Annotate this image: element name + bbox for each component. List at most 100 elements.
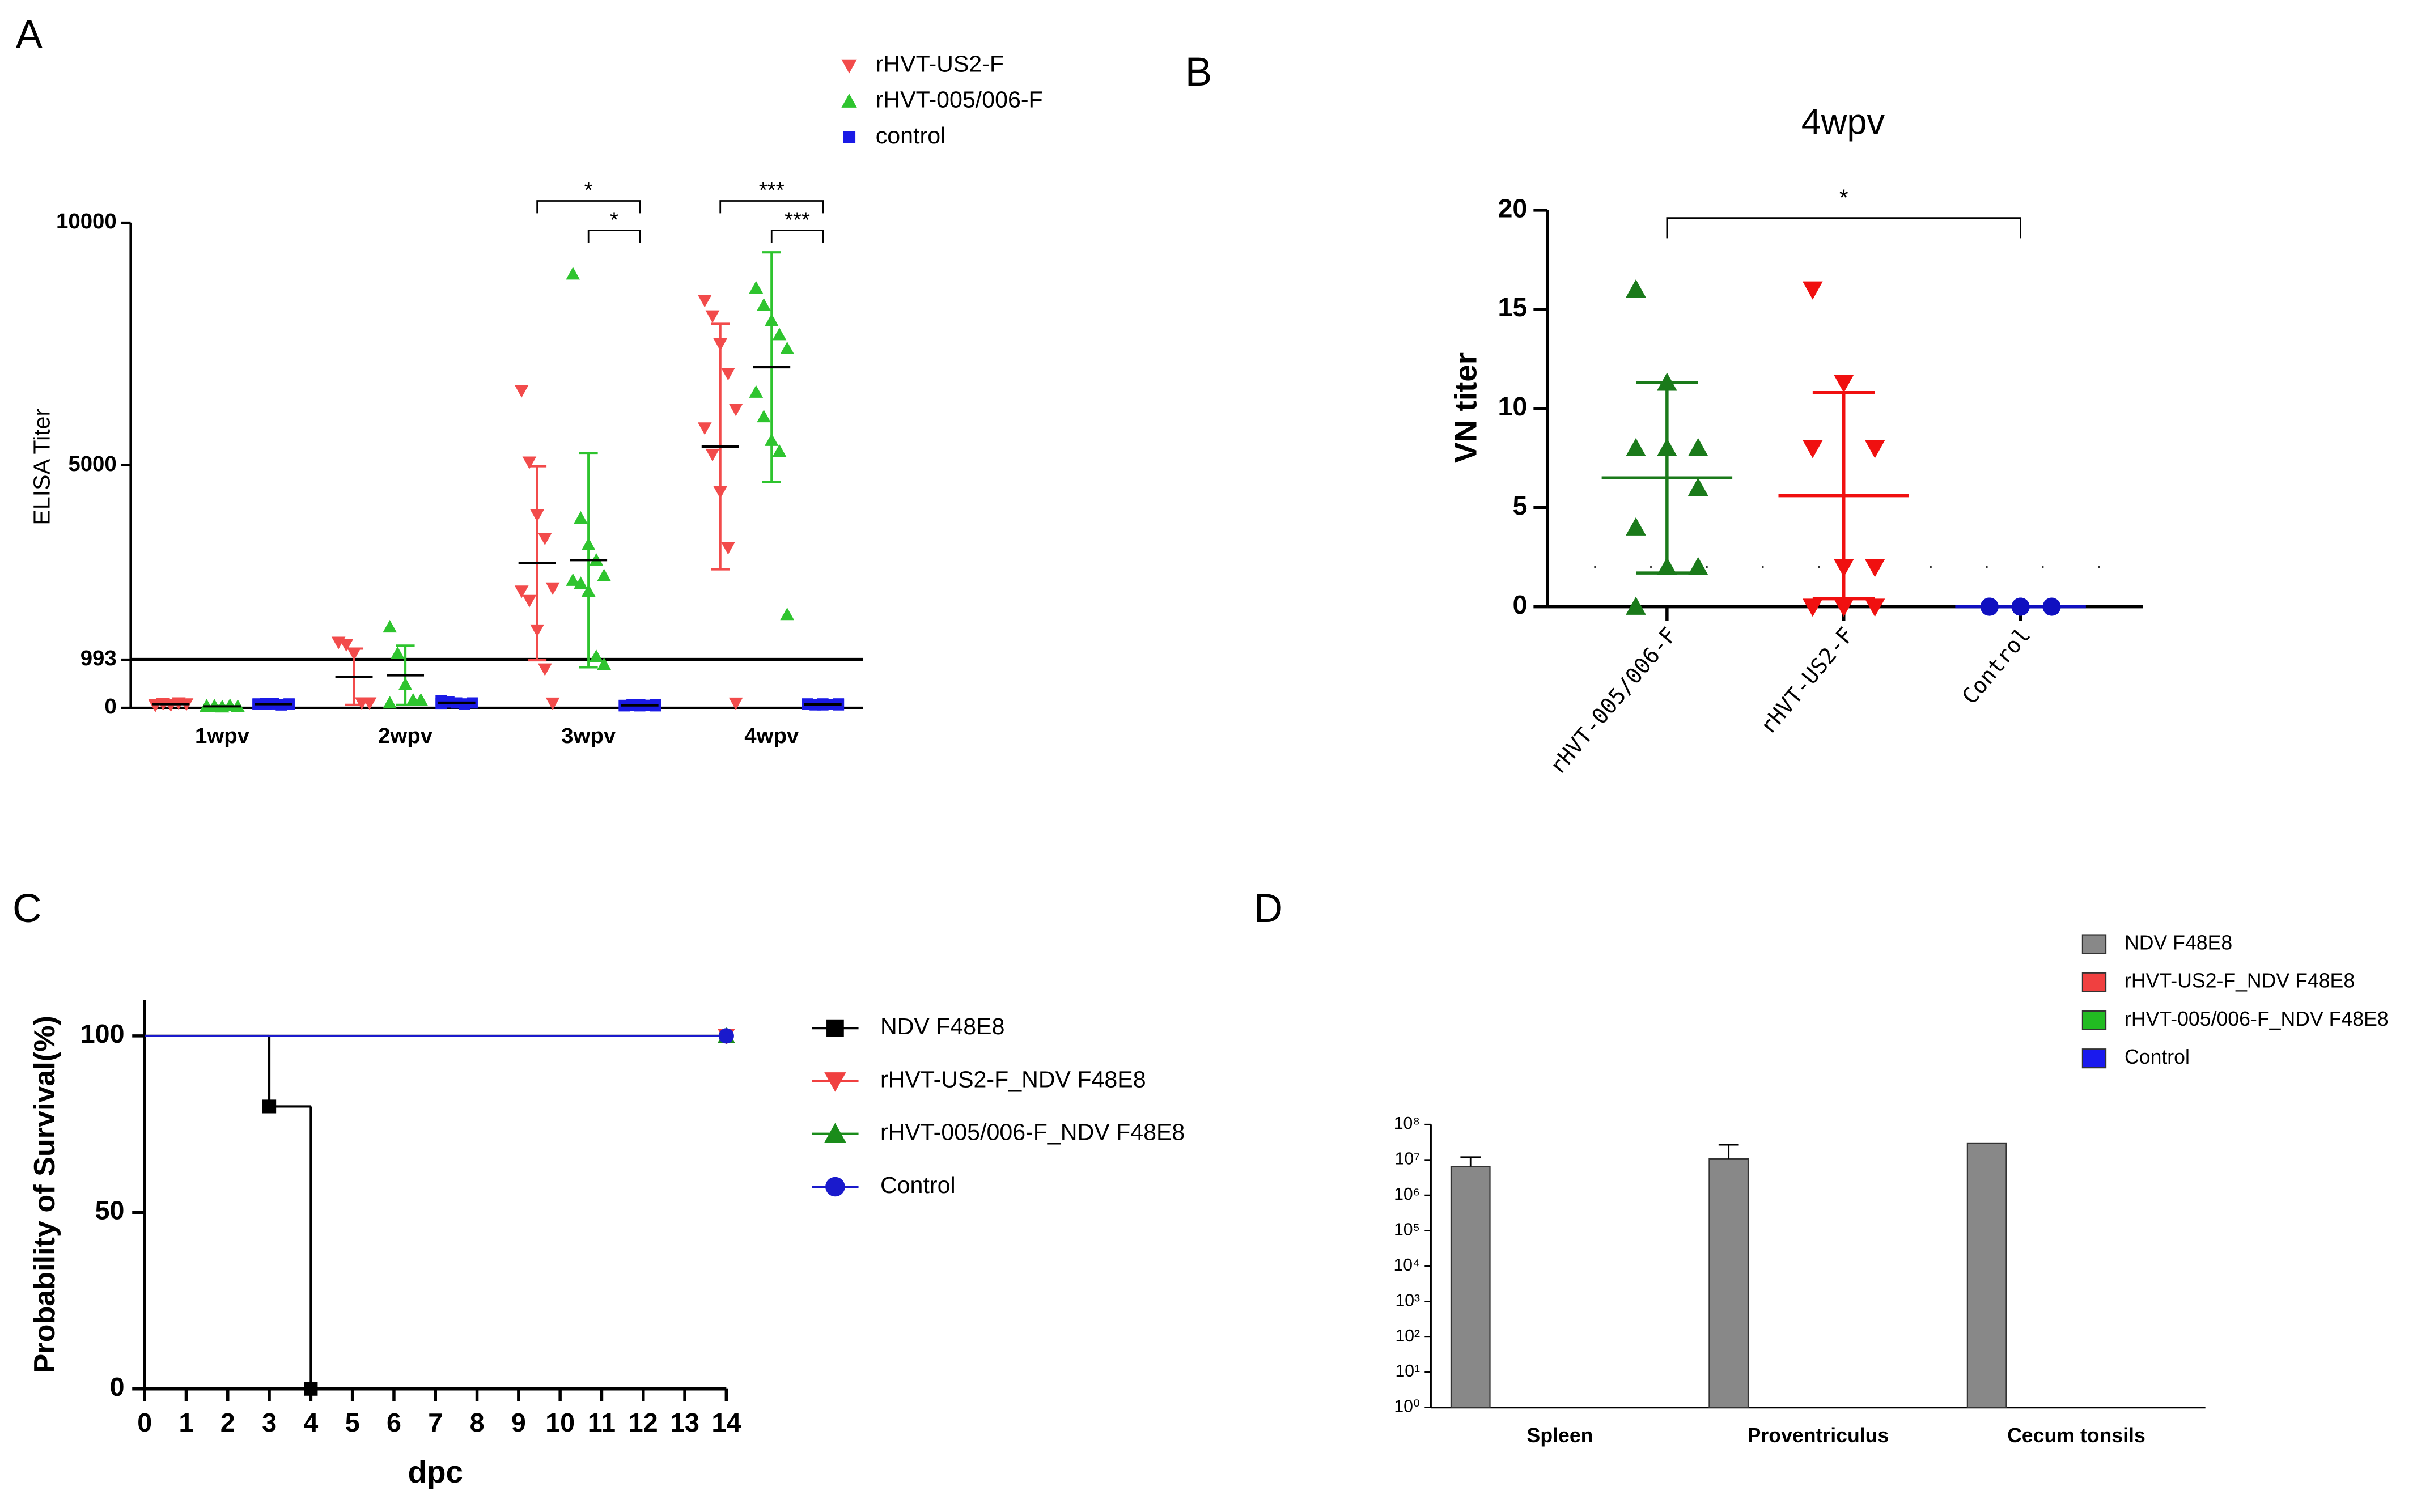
y-tick-label: 993 — [80, 646, 117, 670]
x-tick-label: Control — [1957, 623, 2036, 710]
legend-label: rHVT-US2-F_NDV F48E8 — [880, 1066, 1146, 1092]
significance-label: *** — [785, 207, 810, 232]
legend-marker — [824, 1072, 846, 1092]
y-tick-label: 10⁷ — [1395, 1150, 1420, 1169]
marker — [780, 607, 795, 621]
legend-label: Control — [2125, 1046, 2190, 1068]
marker — [514, 585, 529, 598]
marker — [1626, 596, 1646, 615]
y-tick-label: 50 — [95, 1196, 125, 1225]
legend-label: rHVT-005/006-F — [876, 87, 1043, 113]
marker — [705, 310, 720, 323]
significance-bracket — [719, 200, 824, 214]
marker — [574, 511, 588, 524]
y-tick-label: 10⁸ — [1394, 1114, 1420, 1133]
x-tick-label: 2 — [220, 1408, 235, 1437]
marker — [1864, 559, 1885, 577]
marker — [522, 456, 537, 469]
significance-label: * — [584, 178, 593, 202]
marker — [304, 1382, 318, 1396]
marker — [538, 532, 552, 546]
panel-label: A — [15, 12, 43, 57]
marker — [1803, 281, 1823, 300]
y-tick-label: 20 — [1498, 193, 1528, 223]
marker — [1687, 557, 1708, 575]
marker — [597, 568, 611, 581]
y-tick-label: 10 — [1498, 392, 1528, 421]
legend-swatch — [2081, 1048, 2107, 1069]
marker — [522, 594, 537, 608]
marker — [772, 444, 787, 457]
marker — [1687, 438, 1708, 457]
marker — [1803, 598, 1823, 617]
marker — [414, 693, 428, 706]
marker — [1626, 438, 1646, 457]
significance-bracket — [587, 230, 641, 243]
x-tick-label: Spleen — [1527, 1424, 1593, 1447]
y-axis-label: ELISA Titer — [29, 408, 55, 525]
marker — [1803, 440, 1823, 458]
marker — [1864, 598, 1885, 617]
marker — [574, 576, 588, 589]
chart-title: 4wpv — [1801, 103, 1885, 142]
marker — [566, 267, 580, 280]
x-tick-label: Proventriculus — [1748, 1424, 1889, 1447]
x-tick-label: 3 — [262, 1408, 277, 1437]
legend-marker — [825, 1177, 845, 1197]
marker — [589, 649, 604, 662]
x-tick-label: 10 — [545, 1408, 575, 1437]
marker — [1833, 598, 1854, 617]
bar — [1708, 1158, 1749, 1408]
y-tick-label: 5000 — [68, 452, 116, 476]
marker — [514, 385, 529, 398]
marker — [749, 385, 764, 398]
x-tick-label: 4wpv — [744, 724, 799, 748]
marker — [362, 697, 377, 710]
y-axis-label: VN titer — [1448, 352, 1483, 463]
legend-marker — [826, 1019, 844, 1037]
y-tick-label: 10⁴ — [1394, 1256, 1420, 1275]
legend-label: Control — [880, 1172, 956, 1198]
legend-marker — [841, 59, 857, 74]
marker — [597, 657, 611, 670]
y-tick-label: 10⁶ — [1394, 1185, 1420, 1204]
y-tick-label: 10¹ — [1395, 1362, 1420, 1381]
legend-label: rHVT-US2-F — [876, 51, 1004, 77]
y-tick-label: 5 — [1512, 491, 1527, 520]
marker — [391, 646, 405, 659]
marker — [545, 582, 560, 596]
x-tick-label: rHVT-005/006-F — [1545, 623, 1682, 780]
x-axis-label: dpc — [408, 1454, 463, 1489]
significance-bracket — [770, 230, 824, 243]
marker — [728, 697, 743, 711]
marker — [1864, 440, 1885, 458]
panel-label: D — [1253, 886, 1283, 931]
y-tick-label: 10⁵ — [1394, 1221, 1420, 1239]
marker — [721, 542, 735, 555]
x-tick-label: 11 — [588, 1408, 616, 1437]
legend-label: control — [876, 122, 945, 148]
marker — [772, 328, 787, 341]
marker — [538, 663, 552, 676]
significance-label: * — [610, 207, 618, 232]
x-tick-label: 6 — [387, 1408, 401, 1437]
y-tick-label: 100 — [80, 1019, 125, 1048]
marker — [697, 295, 712, 308]
x-tick-label: 1wpv — [195, 724, 250, 748]
marker — [566, 573, 580, 586]
bar — [1450, 1166, 1491, 1408]
y-axis-label: Probability of Survival(%) — [28, 1016, 61, 1373]
marker — [780, 341, 795, 354]
bar — [1966, 1142, 2007, 1408]
x-tick-label: Cecum tonsils — [2007, 1424, 2145, 1447]
x-tick-label: 3wpv — [561, 724, 616, 748]
x-tick-label: 14 — [711, 1408, 741, 1437]
legend-swatch — [2081, 934, 2107, 954]
y-tick-label: 10000 — [56, 209, 117, 233]
marker — [1833, 375, 1854, 393]
y-tick-label: 10² — [1395, 1327, 1420, 1345]
legend-marker — [841, 94, 857, 108]
y-tick-label: 10³ — [1395, 1291, 1420, 1310]
y-tick-label: 0 — [110, 1372, 125, 1401]
